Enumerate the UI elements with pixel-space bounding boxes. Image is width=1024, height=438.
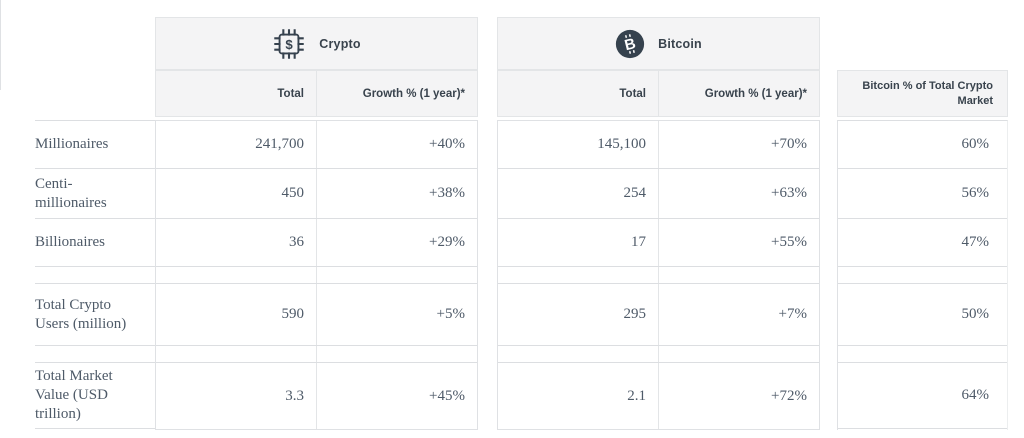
table-row: 36 +29% bbox=[156, 219, 477, 267]
bitcoin-data-table: 145,100 +70% 254 +63% 17 +55% 295 +7% 2.… bbox=[497, 120, 820, 430]
bitcoin-share-column: 60% 56% 47% 50% 64% bbox=[837, 120, 1008, 430]
spacer-row bbox=[838, 267, 1007, 284]
spacer-row bbox=[498, 346, 819, 363]
table-row: 295 +7% bbox=[498, 284, 819, 346]
left-edge-line bbox=[0, 0, 1, 90]
table-row: 450 +38% bbox=[156, 169, 477, 219]
bitcoin-share-cell: 47% bbox=[961, 234, 990, 250]
crypto-total-header: Total bbox=[277, 87, 304, 100]
spacer-row bbox=[156, 267, 477, 284]
table-row: 47% bbox=[838, 219, 1007, 267]
row-label-total-market-value: Total Market Value (USD trillion) bbox=[35, 363, 155, 429]
row-label-column: Millionaires Centi-millionaires Billiona… bbox=[35, 120, 155, 430]
crypto-group-label: Crypto bbox=[319, 36, 361, 51]
table-row: 3.3 +45% bbox=[156, 363, 477, 429]
spacer-cell bbox=[316, 346, 477, 362]
bitcoin-total-cell: 2.1 bbox=[627, 387, 646, 404]
spacer-row bbox=[35, 267, 155, 284]
bitcoin-share-header: Bitcoin % of Total Crypto Market bbox=[837, 70, 1008, 117]
bitcoin-growth-cell: +70% bbox=[658, 121, 819, 168]
crypto-total-cell: 36 bbox=[289, 234, 304, 250]
row-label-centi-millionaires: Centi-millionaires bbox=[35, 169, 155, 219]
bitcoin-growth-cell: +72% bbox=[658, 363, 819, 429]
bitcoin-growth-cell: +55% bbox=[658, 219, 819, 266]
row-label-millionaires: Millionaires bbox=[35, 121, 155, 169]
svg-text:B: B bbox=[623, 35, 638, 54]
bitcoin-total-cell: 254 bbox=[623, 185, 647, 201]
table-row: 50% bbox=[838, 284, 1007, 346]
crypto-growth-cell: +40% bbox=[316, 121, 477, 168]
crypto-group-header: $ Crypto bbox=[155, 17, 478, 70]
crypto-growth-cell: +45% bbox=[316, 363, 477, 429]
bitcoin-total-cell: 17 bbox=[631, 234, 646, 250]
spacer-cell bbox=[658, 267, 819, 283]
spacer-cell bbox=[156, 346, 316, 362]
spacer-cell bbox=[316, 267, 477, 283]
crypto-data-table: 241,700 +40% 450 +38% 36 +29% 590 +5% 3.… bbox=[155, 120, 478, 430]
crypto-column-headers: Total Growth % (1 year)* bbox=[155, 70, 478, 117]
spacer-row bbox=[498, 267, 819, 284]
bitcoin-growth-header: Growth % (1 year)* bbox=[658, 71, 819, 116]
crypto-total-cell: 590 bbox=[281, 306, 305, 322]
crypto-total-cell: 241,700 bbox=[255, 136, 304, 152]
crypto-growth-header: Growth % (1 year)* bbox=[316, 71, 477, 116]
bitcoin-total-cell: 145,100 bbox=[597, 136, 646, 152]
spacer-cell bbox=[498, 346, 658, 362]
table-row: 241,700 +40% bbox=[156, 121, 477, 169]
bitcoin-group-header: B Bitcoin bbox=[497, 17, 820, 70]
spacer-cell bbox=[156, 267, 316, 283]
table-row: 17 +55% bbox=[498, 219, 819, 267]
bitcoin-share-cell: 50% bbox=[961, 306, 990, 322]
crypto-chip-icon: $ bbox=[272, 27, 306, 61]
crypto-growth-cell: +5% bbox=[316, 284, 477, 345]
table-row: 2.1 +72% bbox=[498, 363, 819, 429]
table-row: 590 +5% bbox=[156, 284, 477, 346]
bitcoin-share-cell: 64% bbox=[961, 387, 990, 403]
row-label-billionaires: Billionaires bbox=[35, 219, 155, 267]
crypto-growth-cell: +38% bbox=[316, 169, 477, 218]
row-label-total-crypto-users: Total Crypto Users (million) bbox=[35, 284, 155, 346]
spacer-cell bbox=[658, 346, 819, 362]
bitcoin-growth-cell: +63% bbox=[658, 169, 819, 218]
spacer-row bbox=[35, 346, 155, 363]
crypto-growth-cell: +29% bbox=[316, 219, 477, 266]
table-row: 64% bbox=[838, 363, 1007, 429]
spacer-row bbox=[156, 346, 477, 363]
bitcoin-total-header: Total bbox=[619, 87, 646, 100]
bitcoin-icon: B bbox=[615, 29, 645, 59]
svg-text:$: $ bbox=[286, 37, 294, 52]
table-row: 56% bbox=[838, 169, 1007, 219]
bitcoin-share-cell: 56% bbox=[961, 185, 990, 201]
bitcoin-column-headers: Total Growth % (1 year)* bbox=[497, 70, 820, 117]
bitcoin-total-cell: 295 bbox=[623, 306, 647, 322]
bitcoin-group-label: Bitcoin bbox=[658, 36, 702, 51]
bitcoin-share-cell: 60% bbox=[961, 136, 990, 152]
crypto-total-cell: 3.3 bbox=[285, 387, 304, 404]
table-row: 145,100 +70% bbox=[498, 121, 819, 169]
bitcoin-growth-cell: +7% bbox=[658, 284, 819, 345]
table-row: 254 +63% bbox=[498, 169, 819, 219]
crypto-total-cell: 450 bbox=[281, 185, 305, 201]
table-row: 60% bbox=[838, 121, 1007, 169]
spacer-cell bbox=[498, 267, 658, 283]
spacer-row bbox=[838, 346, 1007, 363]
